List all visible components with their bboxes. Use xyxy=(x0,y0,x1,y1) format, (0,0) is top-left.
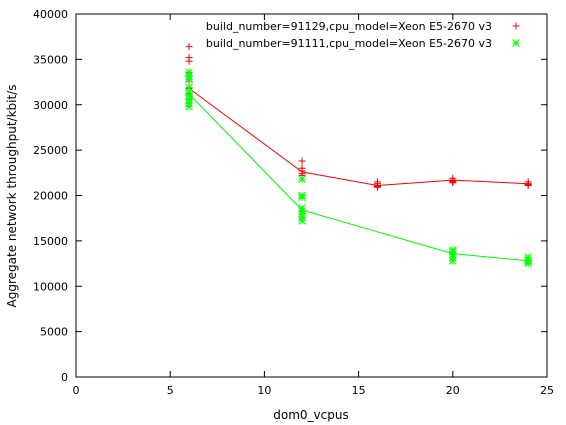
series-2-point-0 xyxy=(185,68,193,76)
series-1-point-2 xyxy=(185,57,193,65)
series-lines xyxy=(188,87,529,262)
series-2-point-2 xyxy=(185,75,193,84)
series-2-point-10 xyxy=(298,193,306,202)
y-tick-label-5: 25000 xyxy=(33,144,68,157)
x-tick-label-1: 5 xyxy=(167,384,174,397)
series-2-point-21 xyxy=(448,256,457,265)
axis-ticks xyxy=(75,13,548,378)
plot-frame xyxy=(75,13,548,378)
series-1-point-23 xyxy=(449,179,457,187)
series-1-point-27 xyxy=(524,182,532,190)
legend-marker-series-1 xyxy=(512,22,520,30)
series-points xyxy=(185,43,533,268)
x-tick-label-4: 20 xyxy=(446,384,460,397)
y-tick-label-8: 40000 xyxy=(33,8,68,21)
x-tick-label-5: 25 xyxy=(540,384,554,397)
legend-marker-2-shape xyxy=(512,39,520,47)
x-tick-label-3: 15 xyxy=(352,384,366,397)
series-1-point-0 xyxy=(185,43,193,51)
series-1-point-9 xyxy=(298,157,306,165)
x-tick-label-2: 10 xyxy=(257,384,271,397)
y-tick-label-7: 35000 xyxy=(33,53,68,66)
y-tick-label-4: 20000 xyxy=(33,190,68,203)
series-2-point-8 xyxy=(185,102,193,111)
series-2-point-5 xyxy=(185,91,193,100)
series-1-point-18 xyxy=(373,183,381,191)
y-tick-label-0: 0 xyxy=(61,371,68,384)
series-2-line xyxy=(188,93,529,262)
y-tick-label-6: 30000 xyxy=(33,99,68,112)
series-2-point-15 xyxy=(298,217,306,225)
legend-label-series-1: build_number=91129,cpu_model=Xeon E5-267… xyxy=(206,20,492,33)
x-tick-label-0: 0 xyxy=(73,384,80,397)
tick-labels: 0 5 10 15 20 25 0 5000 10000 15000 20000 25000 30000… xyxy=(33,8,554,397)
legend: build_number=91129,cpu_model=Xeon E5-267… xyxy=(206,20,520,50)
series-2-point-16 xyxy=(298,175,306,184)
series-2-point-25 xyxy=(524,259,533,268)
legend-marker-series-2 xyxy=(512,39,520,47)
series-1-line xyxy=(188,87,529,187)
legend-label-series-2: build_number=91111,cpu_model=Xeon E5-267… xyxy=(206,37,492,50)
legend-marker-1-shape xyxy=(512,22,520,30)
y-tick-label-1: 5000 xyxy=(40,326,68,339)
series-2-point-13 xyxy=(298,209,306,218)
y-tick-label-2: 10000 xyxy=(33,280,68,293)
x-axis-label: dom0_vcpus xyxy=(273,408,348,422)
y-axis-label: Aggregate network throughput/kbit/s xyxy=(5,85,19,308)
y-tick-label-3: 15000 xyxy=(33,235,68,248)
